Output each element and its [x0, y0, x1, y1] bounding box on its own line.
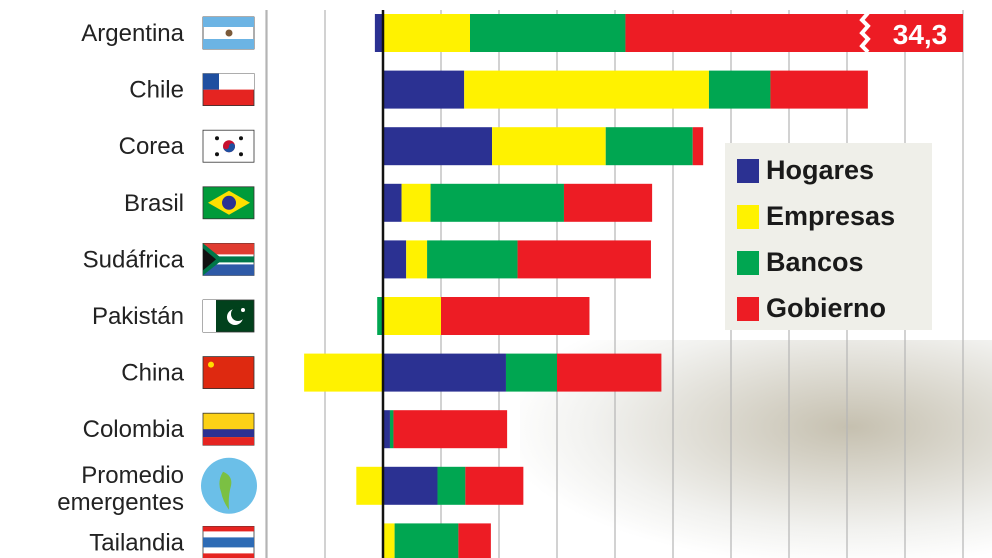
break-marker — [859, 11, 871, 54]
bar-segment-empresas — [304, 353, 383, 392]
bar-segment-bancos — [377, 297, 383, 335]
category-label: Colombia — [83, 416, 185, 443]
category-label: Tailandia — [89, 529, 184, 556]
category-label: emergentes — [57, 489, 184, 516]
bar-segment-gobierno — [465, 466, 524, 505]
bar-segment-empresas — [401, 183, 431, 222]
bar-segment-gobierno — [692, 127, 704, 166]
flag-argentina-icon — [202, 16, 255, 50]
legend: Hogares Empresas Bancos Gobierno — [725, 143, 932, 330]
bar-segment-hogares — [383, 240, 407, 279]
legend-label: Bancos — [766, 247, 864, 277]
bar-segment-gobierno — [441, 297, 590, 335]
bar-segment-empresas — [464, 70, 709, 109]
category-label: Pakistán — [92, 303, 184, 330]
legend-swatch — [737, 296, 759, 321]
bar-segment-bancos — [427, 240, 518, 279]
flag-south-africa-icon — [202, 242, 255, 276]
flag-korea-icon — [202, 129, 255, 163]
category-label: Argentina — [81, 20, 184, 47]
bar-segment-hogares — [374, 14, 383, 52]
category-label: Promedio — [81, 462, 184, 489]
bar-segment-gobierno — [458, 523, 491, 558]
bar-segment-hogares — [383, 127, 493, 166]
bar-segment-empresas — [492, 127, 606, 166]
flag-colombia-icon — [202, 412, 255, 446]
bar-segment-bancos — [708, 70, 771, 109]
legend-item-bancos: Bancos — [737, 247, 864, 278]
legend-swatch — [737, 250, 759, 275]
bar-segment-bancos — [394, 523, 459, 558]
flag-pakistan-icon — [202, 299, 255, 333]
bar-segment-empresas — [406, 240, 428, 279]
bar-segment-bancos — [437, 466, 466, 505]
category-label: Sudáfrica — [83, 246, 185, 273]
bar-segment-gobierno — [393, 410, 508, 449]
flag-chile-icon — [202, 73, 255, 106]
bar-segment-hogares — [383, 183, 402, 222]
bar-segment-hogares — [383, 70, 465, 109]
data-label: 34,3 — [893, 19, 948, 50]
legend-item-hogares: Hogares — [737, 155, 874, 186]
bar-segment-empresas — [383, 523, 395, 558]
legend-item-empresas: Empresas — [737, 201, 895, 232]
category-label: Corea — [119, 133, 185, 160]
legend-swatch — [737, 158, 759, 183]
legend-item-gobierno: Gobierno — [737, 293, 886, 324]
bar-segment-gobierno — [517, 240, 651, 279]
bar-segment-hogares — [383, 410, 390, 449]
bar-segment-hogares — [383, 466, 438, 505]
bar-segment-gobierno — [625, 14, 963, 52]
bar-segment-gobierno — [557, 353, 662, 392]
bar-segment-bancos — [505, 353, 557, 392]
legend-label: Gobierno — [766, 293, 886, 323]
legend-label: Empresas — [766, 201, 896, 231]
bar-segment-bancos — [605, 127, 693, 166]
legend-swatch — [737, 204, 759, 229]
bar-segment-bancos — [389, 410, 394, 449]
bar-segment-gobierno — [770, 70, 868, 109]
bar-segment-bancos — [430, 183, 564, 222]
category-label: China — [121, 360, 184, 387]
flag-thailand-icon — [202, 526, 255, 558]
bar-segment-empresas — [383, 297, 441, 335]
globe-icon — [201, 457, 257, 514]
bar-segment-bancos — [470, 14, 626, 52]
bar-segment-empresas — [383, 14, 470, 52]
category-label: Chile — [129, 77, 184, 104]
legend-label: Hogares — [766, 155, 875, 185]
bar-segment-empresas — [356, 466, 383, 505]
category-label: Brasil — [124, 190, 184, 217]
flag-brazil-icon — [202, 186, 255, 220]
bar-segment-hogares — [383, 353, 506, 392]
bar-segment-gobierno — [563, 183, 653, 222]
flag-china-icon — [202, 356, 255, 390]
